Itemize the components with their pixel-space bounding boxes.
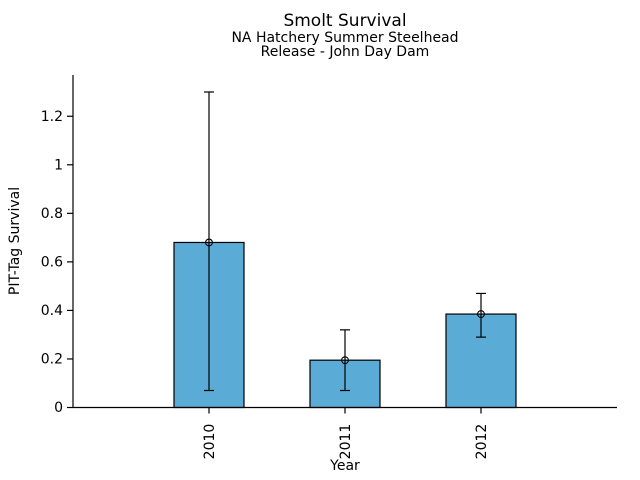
y-tick-label: 0.6 — [41, 254, 63, 270]
mean-marker-2011 — [341, 356, 349, 365]
mean-marker-2010 — [205, 238, 213, 247]
chart-subtitle-line-2: Release - John Day Dam — [260, 44, 430, 60]
y-tick-label: 0.2 — [41, 351, 63, 367]
mean-marker-2012 — [477, 310, 485, 319]
chart-subtitle-line-1: NA Hatchery Summer Steelhead — [231, 30, 459, 46]
y-tick-label: 1 — [54, 157, 63, 173]
x-tick-label: 2011 — [338, 424, 354, 460]
y-tick-label: 0.8 — [41, 206, 63, 222]
chart-title: Smolt Survival — [283, 11, 407, 31]
y-tick-label: 0.4 — [41, 303, 63, 319]
x-tick-label: 2010 — [202, 424, 218, 460]
y-axis-label: PIT-Tag Survival — [7, 186, 23, 296]
y-tick-label: 1.2 — [41, 109, 63, 125]
y-tick-label: 0 — [54, 400, 63, 416]
x-tick-label: 2012 — [474, 424, 490, 460]
x-axis-label: Year — [330, 458, 360, 474]
